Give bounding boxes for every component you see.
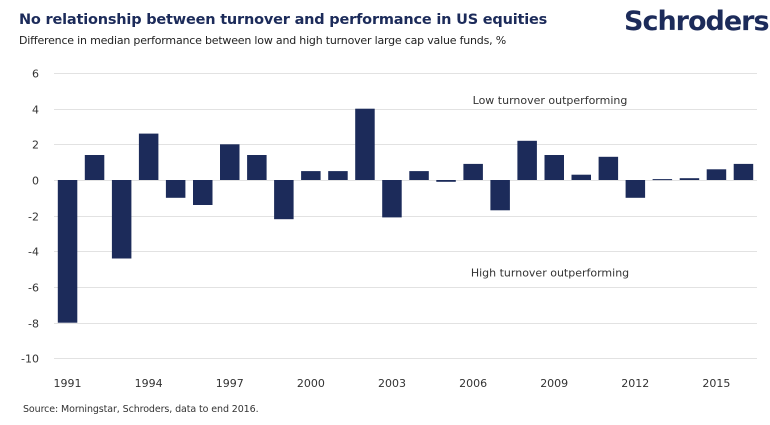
bar-1999 <box>274 180 294 220</box>
y-tick-label: 4 <box>32 104 39 117</box>
y-tick-label: -10 <box>21 353 39 366</box>
schroders-logo: Schroders <box>624 6 770 37</box>
bar-1991 <box>57 180 78 323</box>
y-tick-label: 0 <box>32 175 39 188</box>
bar-1992 <box>84 155 105 180</box>
bar-2009 <box>544 155 564 180</box>
x-tick-label: 1994 <box>135 377 163 390</box>
x-tick-label: 2015 <box>702 377 730 390</box>
bar-2008 <box>517 140 537 180</box>
bar-2000 <box>301 171 321 180</box>
bars <box>57 108 754 323</box>
x-tick-label: 2003 <box>378 377 406 390</box>
annotation-high-turnover: High turnover outperforming <box>471 267 629 280</box>
bar-1996 <box>193 180 213 205</box>
bar-2012 <box>625 180 646 198</box>
gridlines <box>54 73 757 359</box>
y-tick-label: 2 <box>32 139 39 152</box>
x-tick-label: 2006 <box>459 377 487 390</box>
bar-1993 <box>111 180 132 259</box>
bar-2001 <box>328 171 348 180</box>
bar-1998 <box>247 155 267 180</box>
bar-2005 <box>436 180 456 182</box>
bar-2011 <box>598 156 619 180</box>
annotations: Low turnover outperforming High turnover … <box>471 94 629 280</box>
bar-2006 <box>463 163 483 180</box>
x-axis-ticks: 1991 1994 1997 2000 2003 2006 2009 2012 2015 <box>54 377 731 390</box>
y-tick-label: -6 <box>28 282 39 295</box>
chart-subtitle: Difference in median performance between… <box>19 34 506 47</box>
chart-title: No relationship between turnover and per… <box>19 12 548 28</box>
bar-2015 <box>706 169 727 180</box>
x-tick-label: 2012 <box>621 377 649 390</box>
bar-1997 <box>220 144 240 180</box>
bar-2010 <box>571 174 591 180</box>
x-tick-label: 2000 <box>297 377 325 390</box>
bar-1994 <box>138 133 159 180</box>
annotation-low-turnover: Low turnover outperforming <box>473 94 628 107</box>
bar-2016 <box>733 163 754 180</box>
x-tick-label: 1997 <box>216 377 244 390</box>
y-tick-label: -2 <box>28 211 39 224</box>
x-tick-label: 1991 <box>54 377 82 390</box>
bar-2014 <box>679 178 700 180</box>
y-tick-label: -8 <box>28 318 39 331</box>
y-axis-ticks: 6 4 2 0 -2 -4 -6 -8 -10 <box>21 68 39 366</box>
x-tick-label: 2009 <box>540 377 568 390</box>
bar-2003 <box>382 180 402 218</box>
bar-2013 <box>652 179 673 181</box>
source-note: Source: Morningstar, Schroders, data to … <box>23 404 259 415</box>
bar-2007 <box>490 180 510 211</box>
bar-2002 <box>355 108 375 180</box>
bar-2004 <box>409 171 429 180</box>
y-tick-label: -4 <box>28 246 39 259</box>
y-tick-label: 6 <box>32 68 39 81</box>
bar-1995 <box>165 180 186 198</box>
